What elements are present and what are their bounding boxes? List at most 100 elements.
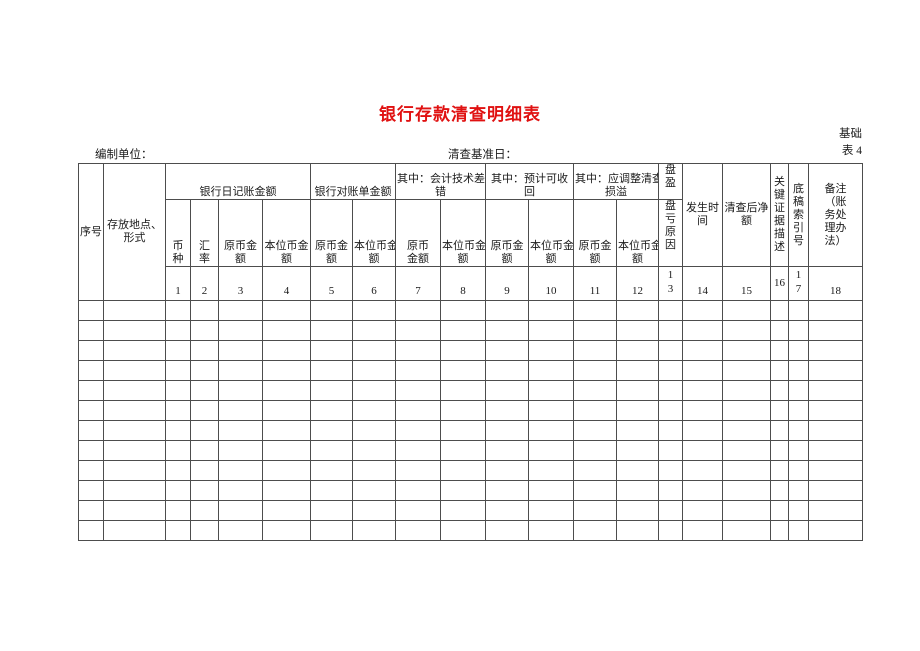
empty-cell[interactable] [616,360,659,381]
empty-cell[interactable] [190,380,219,401]
empty-cell[interactable] [165,460,191,481]
empty-cell[interactable] [190,360,219,381]
empty-cell[interactable] [808,520,863,541]
empty-cell[interactable] [395,500,441,521]
empty-cell[interactable] [190,480,219,501]
empty-cell[interactable] [682,320,723,341]
empty-cell[interactable] [658,420,683,441]
empty-cell[interactable] [310,460,353,481]
empty-cell[interactable] [788,500,809,521]
empty-cell[interactable] [352,480,396,501]
empty-cell[interactable] [103,340,166,361]
empty-cell[interactable] [352,380,396,401]
empty-cell[interactable] [770,320,789,341]
empty-cell[interactable] [395,400,441,421]
empty-cell[interactable] [310,340,353,361]
empty-cell[interactable] [682,360,723,381]
empty-cell[interactable] [722,480,771,501]
empty-cell[interactable] [103,360,166,381]
empty-cell[interactable] [658,400,683,421]
empty-cell[interactable] [528,420,574,441]
empty-cell[interactable] [616,480,659,501]
empty-cell[interactable] [190,520,219,541]
empty-cell[interactable] [722,340,771,361]
empty-cell[interactable] [770,400,789,421]
empty-cell[interactable] [103,400,166,421]
empty-cell[interactable] [165,320,191,341]
empty-cell[interactable] [262,460,311,481]
empty-cell[interactable] [485,300,529,321]
empty-cell[interactable] [485,360,529,381]
empty-cell[interactable] [190,500,219,521]
empty-cell[interactable] [352,440,396,461]
empty-cell[interactable] [165,380,191,401]
empty-cell[interactable] [310,440,353,461]
empty-cell[interactable] [218,300,263,321]
empty-cell[interactable] [616,520,659,541]
empty-cell[interactable] [528,320,574,341]
empty-cell[interactable] [395,360,441,381]
empty-cell[interactable] [682,420,723,441]
empty-cell[interactable] [103,500,166,521]
empty-cell[interactable] [770,380,789,401]
empty-cell[interactable] [218,520,263,541]
empty-cell[interactable] [682,440,723,461]
empty-cell[interactable] [440,460,486,481]
empty-cell[interactable] [78,520,104,541]
empty-cell[interactable] [165,480,191,501]
empty-cell[interactable] [78,400,104,421]
empty-cell[interactable] [485,460,529,481]
empty-cell[interactable] [808,400,863,421]
empty-cell[interactable] [78,380,104,401]
empty-cell[interactable] [485,420,529,441]
empty-cell[interactable] [352,340,396,361]
empty-cell[interactable] [770,520,789,541]
empty-cell[interactable] [310,520,353,541]
empty-cell[interactable] [352,500,396,521]
empty-cell[interactable] [808,420,863,441]
empty-cell[interactable] [682,300,723,321]
empty-cell[interactable] [310,500,353,521]
empty-cell[interactable] [788,440,809,461]
empty-cell[interactable] [528,520,574,541]
empty-cell[interactable] [190,300,219,321]
empty-cell[interactable] [218,400,263,421]
empty-cell[interactable] [440,420,486,441]
empty-cell[interactable] [616,320,659,341]
empty-cell[interactable] [770,500,789,521]
empty-cell[interactable] [573,300,617,321]
empty-cell[interactable] [485,380,529,401]
empty-cell[interactable] [78,440,104,461]
empty-cell[interactable] [310,360,353,381]
empty-cell[interactable] [770,340,789,361]
empty-cell[interactable] [682,480,723,501]
empty-cell[interactable] [310,480,353,501]
empty-cell[interactable] [616,400,659,421]
empty-cell[interactable] [78,500,104,521]
empty-cell[interactable] [262,320,311,341]
empty-cell[interactable] [528,380,574,401]
empty-cell[interactable] [658,500,683,521]
empty-cell[interactable] [616,300,659,321]
empty-cell[interactable] [395,300,441,321]
empty-cell[interactable] [770,420,789,441]
empty-cell[interactable] [103,440,166,461]
empty-cell[interactable] [658,460,683,481]
empty-cell[interactable] [440,440,486,461]
empty-cell[interactable] [440,300,486,321]
empty-cell[interactable] [616,440,659,461]
empty-cell[interactable] [165,360,191,381]
empty-cell[interactable] [658,360,683,381]
empty-cell[interactable] [722,360,771,381]
empty-cell[interactable] [310,400,353,421]
empty-cell[interactable] [78,480,104,501]
empty-cell[interactable] [395,480,441,501]
empty-cell[interactable] [395,340,441,361]
empty-cell[interactable] [103,420,166,441]
empty-cell[interactable] [573,520,617,541]
empty-cell[interactable] [573,480,617,501]
empty-cell[interactable] [352,300,396,321]
empty-cell[interactable] [682,380,723,401]
empty-cell[interactable] [262,340,311,361]
empty-cell[interactable] [722,380,771,401]
